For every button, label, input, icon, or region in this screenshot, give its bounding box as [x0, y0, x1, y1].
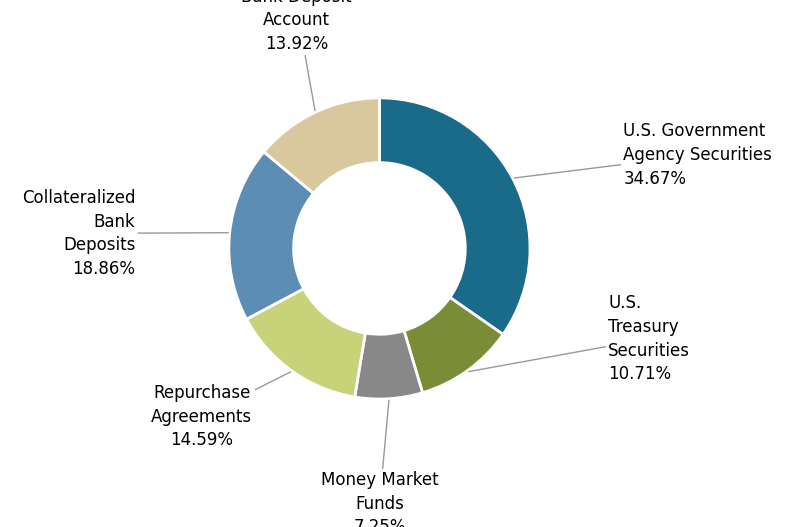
Wedge shape — [246, 289, 365, 397]
Text: Repurchase
Agreements
14.59%: Repurchase Agreements 14.59% — [151, 372, 290, 449]
Text: FDIC Insured
Bank Deposit
Account
13.92%: FDIC Insured Bank Deposit Account 13.92% — [241, 0, 352, 111]
Wedge shape — [404, 297, 503, 393]
Wedge shape — [380, 98, 530, 335]
Text: Collateralized
Bank
Deposits
18.86%: Collateralized Bank Deposits 18.86% — [22, 189, 228, 278]
Wedge shape — [355, 330, 423, 399]
Text: Money Market
Funds
7.25%: Money Market Funds 7.25% — [320, 400, 438, 527]
Wedge shape — [229, 152, 313, 319]
Text: U.S. Government
Agency Securities
34.67%: U.S. Government Agency Securities 34.67% — [514, 122, 772, 188]
Wedge shape — [264, 98, 380, 193]
Text: U.S.
Treasury
Securities
10.71%: U.S. Treasury Securities 10.71% — [469, 295, 690, 383]
